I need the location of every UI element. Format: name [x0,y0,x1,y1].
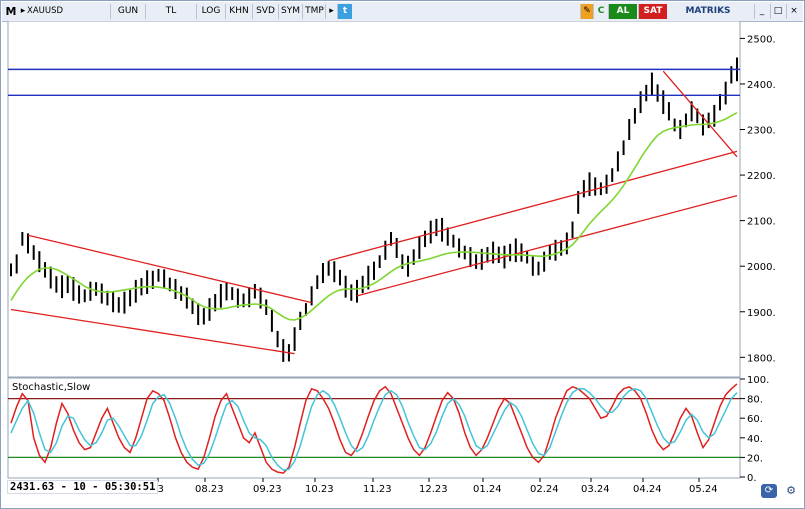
stoch-ytick-label: 40. [747,434,763,445]
x-tick-label: 04.24 [633,484,662,495]
trend-channel-line [10,308,295,355]
x-tick-label: 03.24 [581,484,610,495]
stoch-ytick-label: 20. [747,453,763,464]
stochastic-k-line [10,383,738,474]
buy-button[interactable]: AL [608,4,637,19]
price-ytick-label: 2000. [747,262,776,273]
settings-icon[interactable]: ⚙ [786,484,796,497]
tab-svd[interactable]: SVD [252,4,278,19]
maximize-button[interactable]: □ [770,4,785,19]
trend-channel-line [27,234,312,304]
twitter-icon[interactable]: t [337,4,352,19]
x-tick-label: 12.23 [419,484,448,495]
tab-sym[interactable]: SYM [278,4,302,19]
price-ytick-label: 2400. [747,80,776,91]
x-tick-label: 01.24 [473,484,502,495]
stoch-ytick-label: 60. [747,414,763,425]
chart-area[interactable]: 2500. 2400. 2300. 2200. 2100. 2000. 1900. 1800.… [1,21,804,507]
x-tick-label: 11.23 [363,484,392,495]
brand-logo: MATRIKS [685,6,731,16]
moving-average-line [10,111,738,321]
x-tick-label: 08.23 [195,484,224,495]
dropdown-icon[interactable]: ▸ [20,6,26,16]
sell-button[interactable]: SAT [638,4,667,19]
stochastic-title: Stochastic,Slow [12,382,90,393]
x-tick-label: 05.24 [689,484,718,495]
tab-khn[interactable]: KHN [225,4,252,19]
stochastic-d-line [10,388,738,471]
x-tick-label: 10.23 [305,484,334,495]
trend-channel-line [356,194,738,297]
x-tick-label: 02.24 [530,484,559,495]
dropdown-arrow-icon[interactable]: ▸ [325,4,337,19]
stochastic-panel-frame [7,377,741,479]
tab-tl[interactable]: TL [145,4,196,19]
symbol-label[interactable]: XAUUSD [27,6,64,16]
tab-log[interactable]: LOG [196,4,225,19]
price-ytick-label: 2200. [747,171,776,182]
edit-icon[interactable]: ✎ [580,4,593,19]
sync-icon[interactable]: ⟳ [761,484,777,498]
c-button[interactable]: C [593,4,608,19]
price-panel-frame [7,21,741,378]
tab-gun[interactable]: GUN [110,4,145,19]
cursor-readout: 2431.63 - 10 - 05:30:51 [7,480,159,494]
menu-button[interactable]: M [5,5,17,18]
minimize-button[interactable]: _ [754,4,769,19]
price-ytick-label: 2100. [747,217,776,228]
tab-tmp[interactable]: TMP [302,4,326,19]
toolbar: M ▸ XAUUSD GUN TL LOG KHN SVD SYM TMP ▸ … [2,2,803,22]
price-ytick-label: 1800. [747,353,776,364]
x-tick-label: 09.23 [253,484,282,495]
price-ytick-label: 1900. [747,308,776,319]
trend-channel-line [328,150,738,262]
stoch-ytick-label: 100. [747,375,769,386]
price-ytick-label: 2500. [747,34,776,45]
price-ytick-label: 2300. [747,126,776,137]
trend-channel-line [662,70,738,158]
stoch-ytick-label: 80. [747,395,763,406]
close-button[interactable]: × [786,4,801,19]
stoch-ytick-label: 0. [747,473,757,484]
